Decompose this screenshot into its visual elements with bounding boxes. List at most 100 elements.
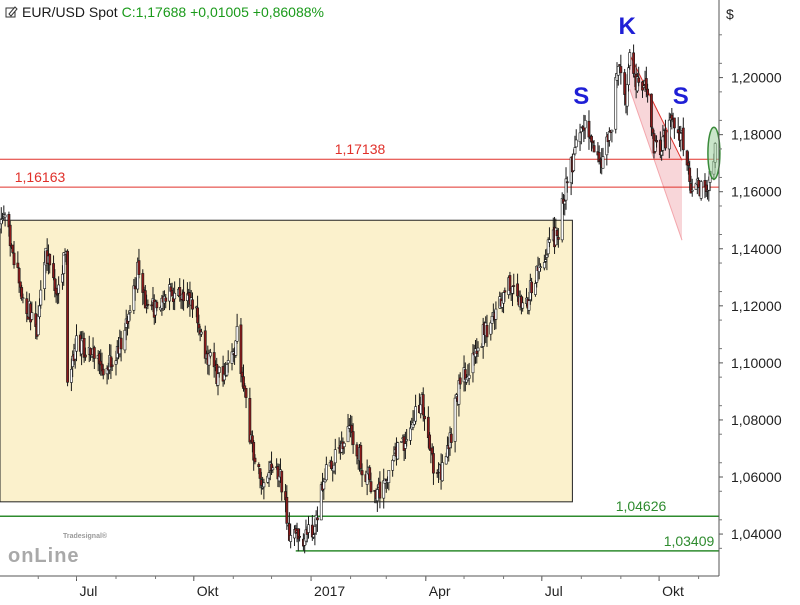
candle-body <box>333 449 337 464</box>
candle-body <box>191 299 194 310</box>
level-label: 1,16163 <box>15 169 66 185</box>
watermark-layer: Tradesignal® onLine <box>8 532 108 567</box>
range-box <box>0 219 573 503</box>
y-tick-label: 1,18000 <box>731 127 782 143</box>
candle-body <box>21 297 25 299</box>
candle-body <box>351 431 355 445</box>
candle-body <box>556 237 560 240</box>
candle-body <box>623 72 627 95</box>
x-tick-label: Apr <box>429 583 451 599</box>
candle-body <box>25 298 29 315</box>
candle-body <box>688 167 692 182</box>
candle-body <box>322 481 326 490</box>
candle-body <box>212 352 216 368</box>
candle-body <box>632 52 635 74</box>
candle-body <box>252 441 256 461</box>
candle-body <box>271 467 275 471</box>
candle-body <box>426 416 430 439</box>
candle-body <box>432 453 435 474</box>
x-tick-label: 2017 <box>314 583 345 599</box>
candle-body <box>503 290 507 293</box>
candle-body <box>572 153 576 171</box>
candle-body <box>650 93 653 128</box>
candle-body <box>619 66 623 74</box>
candle-body <box>690 189 694 192</box>
candle-body <box>667 119 671 150</box>
channel-lower-line <box>629 88 683 241</box>
candle-body <box>444 456 448 465</box>
candle-body <box>63 254 67 257</box>
annotation-layer: S K S <box>573 13 721 180</box>
candle-body <box>313 526 317 534</box>
candle-body <box>548 239 551 243</box>
candle-body <box>360 470 364 476</box>
candle-body <box>178 286 182 297</box>
candle-body <box>119 337 123 350</box>
x-tick-label: Okt <box>197 583 219 599</box>
candle-body <box>592 145 596 153</box>
candle-body <box>123 329 127 351</box>
candle-body <box>52 263 55 279</box>
candle-body <box>512 285 516 287</box>
y-tick-label: 1,16000 <box>731 184 782 200</box>
candle-body <box>84 354 87 358</box>
candle-body <box>289 535 293 542</box>
candle-body <box>610 129 614 133</box>
watermark-logo: onLine <box>8 545 80 567</box>
candle-body <box>689 183 693 194</box>
candle-body <box>578 132 582 143</box>
candle-body <box>248 397 252 443</box>
candle-body <box>150 304 154 307</box>
pencil-icon[interactable] <box>4 5 18 19</box>
highlight-ellipse <box>707 126 721 180</box>
candle-body <box>346 426 350 443</box>
change-label: C:1,17688 +0,01005 +0,86088% <box>121 4 324 20</box>
candle-body <box>225 364 229 376</box>
candle-body <box>527 300 531 311</box>
candle-body <box>697 179 701 188</box>
candle-body <box>660 151 664 156</box>
axis-layer: $1,04000 1,06000 1,08000 1,10000 1,12000 1,14… <box>0 0 782 599</box>
x-tick-label: Jul <box>545 583 563 599</box>
candle-body <box>591 140 595 144</box>
candle-body <box>132 285 136 311</box>
candle-body <box>423 415 426 420</box>
candle-body <box>516 283 519 297</box>
candle-body <box>146 304 150 306</box>
candle-body <box>687 162 690 166</box>
candle-body <box>530 281 534 294</box>
candle-body <box>625 83 629 107</box>
candle-body <box>36 315 40 336</box>
candle-body <box>48 253 52 266</box>
candle-body <box>637 77 641 83</box>
candle-body <box>699 181 703 199</box>
candle-body <box>170 290 174 297</box>
candle-body <box>110 364 114 367</box>
candle-body <box>90 356 94 358</box>
candle-body <box>342 442 346 447</box>
candle-body <box>467 374 471 379</box>
candle-body <box>316 517 319 521</box>
candle-body <box>396 442 400 460</box>
candle-body <box>3 214 7 218</box>
candle-body <box>155 301 159 309</box>
level-label: 1,04626 <box>616 498 667 514</box>
candle-body <box>405 439 409 442</box>
candle-body <box>244 387 248 398</box>
candle-body <box>537 264 541 272</box>
candle-body <box>430 447 434 455</box>
candle-body <box>511 286 514 294</box>
currency-label: $ <box>726 6 734 22</box>
candle-body <box>253 457 257 463</box>
candle-body <box>267 472 271 479</box>
candle-body <box>324 464 328 481</box>
candle-body <box>544 259 548 262</box>
level-label: 1,17138 <box>335 141 386 157</box>
candle-body <box>476 347 480 352</box>
candle-body <box>419 404 423 414</box>
candle-body <box>197 323 201 329</box>
candle-body <box>330 460 333 469</box>
candle-body <box>628 52 632 67</box>
